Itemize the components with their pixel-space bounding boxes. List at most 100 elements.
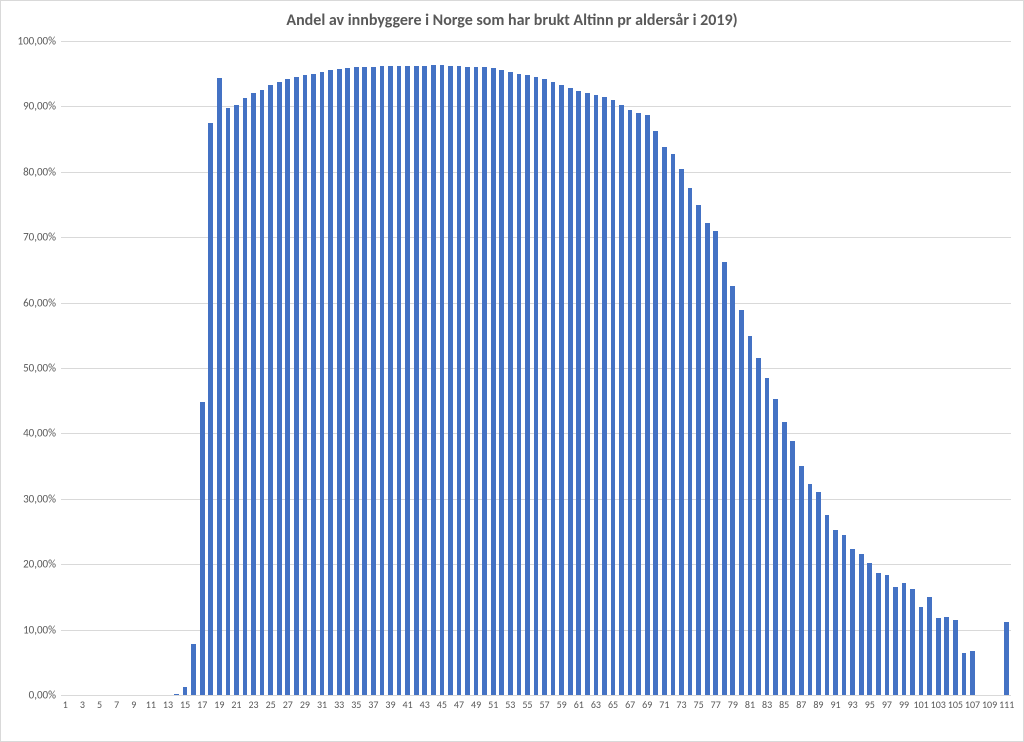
- bar: [337, 69, 342, 695]
- bar: [559, 85, 564, 695]
- bar: [534, 77, 539, 695]
- bar: [294, 77, 299, 695]
- x-axis-label: 63: [591, 698, 601, 711]
- x-axis-label: 17: [197, 698, 207, 711]
- x-axis-label: 13: [163, 698, 173, 711]
- y-axis-label: 20,00%: [6, 558, 56, 571]
- bar: [405, 66, 410, 695]
- bar: [850, 549, 855, 695]
- x-axis-label: 79: [728, 698, 738, 711]
- x-axis-label: 23: [248, 698, 258, 711]
- bar: [679, 169, 684, 695]
- y-axis-label: 30,00%: [6, 492, 56, 505]
- plot-area: 0,00%10,00%20,00%30,00%40,00%50,00%60,00…: [61, 41, 1011, 711]
- x-axis-label: 5: [97, 698, 102, 711]
- bar: [645, 115, 650, 695]
- bar: [902, 583, 907, 695]
- bar: [440, 65, 445, 695]
- x-axis-label: 77: [711, 698, 721, 711]
- bar: [936, 618, 941, 695]
- bar: [1004, 622, 1009, 695]
- y-axis-label: 10,00%: [6, 623, 56, 636]
- x-axis-label: 69: [642, 698, 652, 711]
- bar: [671, 154, 676, 696]
- bar: [499, 70, 504, 695]
- bar: [260, 90, 265, 695]
- x-axis-label: 21: [231, 698, 241, 711]
- x-axis-label: 25: [266, 698, 276, 711]
- x-axis-label: 71: [659, 698, 669, 711]
- bar: [816, 492, 821, 695]
- bar: [397, 66, 402, 695]
- x-axis-label: 31: [317, 698, 327, 711]
- x-axis-label: 107: [965, 698, 980, 711]
- x-axis-label: 101: [914, 698, 929, 711]
- x-axis-label: 41: [403, 698, 413, 711]
- bar: [431, 65, 436, 695]
- bar: [876, 573, 881, 695]
- x-axis-label: 11: [146, 698, 156, 711]
- x-axis-label: 83: [762, 698, 772, 711]
- bar: [345, 68, 350, 695]
- x-axis-label: 59: [557, 698, 567, 711]
- bar: [594, 95, 599, 695]
- bar: [739, 310, 744, 695]
- bar: [867, 563, 872, 695]
- bar: [653, 131, 658, 695]
- y-axis-label: 90,00%: [6, 100, 56, 113]
- y-axis-label: 70,00%: [6, 231, 56, 244]
- x-axis-label: 67: [625, 698, 635, 711]
- x-axis-label: 111: [999, 698, 1014, 711]
- bar: [251, 93, 256, 695]
- bar: [551, 82, 556, 695]
- x-axis-label: 61: [574, 698, 584, 711]
- bar: [517, 74, 522, 695]
- x-axis-label: 93: [848, 698, 858, 711]
- bar: [970, 651, 975, 695]
- bar: [508, 72, 513, 695]
- x-axis-label: 97: [882, 698, 892, 711]
- chart-title: Andel av innbyggere i Norge som har bruk…: [1, 11, 1023, 30]
- bar: [491, 68, 496, 695]
- bar: [371, 67, 376, 695]
- bar: [354, 67, 359, 695]
- bar: [465, 67, 470, 695]
- x-axis-label: 15: [180, 698, 190, 711]
- y-axis-label: 100,00%: [6, 35, 56, 48]
- x-axis-label: 1: [63, 698, 68, 711]
- bar: [422, 66, 427, 695]
- bar: [380, 66, 385, 695]
- bar: [765, 378, 770, 695]
- x-axis-label: 95: [865, 698, 875, 711]
- bar: [226, 108, 231, 695]
- bar: [730, 286, 735, 695]
- y-axis-label: 80,00%: [6, 165, 56, 178]
- bar: [191, 644, 196, 695]
- y-axis-label: 40,00%: [6, 427, 56, 440]
- x-axis-label: 3: [80, 698, 85, 711]
- bar: [705, 223, 710, 695]
- x-axis-label: 81: [745, 698, 755, 711]
- bar: [782, 422, 787, 695]
- x-axis-label: 51: [488, 698, 498, 711]
- x-axis-label: 55: [522, 698, 532, 711]
- bar: [628, 110, 633, 695]
- x-axis-label: 29: [300, 698, 310, 711]
- bar: [243, 98, 248, 695]
- bar: [568, 88, 573, 695]
- bar: [696, 205, 701, 696]
- bar: [619, 105, 624, 695]
- bar: [576, 91, 581, 695]
- bars-group: [61, 41, 1011, 695]
- x-axis-labels: 1357911131517192123252729313335373941434…: [61, 695, 1011, 711]
- bar: [662, 147, 667, 695]
- x-axis-label: 37: [368, 698, 378, 711]
- bar: [859, 554, 864, 695]
- bar: [183, 687, 188, 695]
- x-axis-label: 89: [813, 698, 823, 711]
- x-axis-label: 75: [694, 698, 704, 711]
- x-axis-label: 43: [420, 698, 430, 711]
- bar: [448, 66, 453, 695]
- bar: [919, 607, 924, 695]
- x-axis-label: 109: [982, 698, 997, 711]
